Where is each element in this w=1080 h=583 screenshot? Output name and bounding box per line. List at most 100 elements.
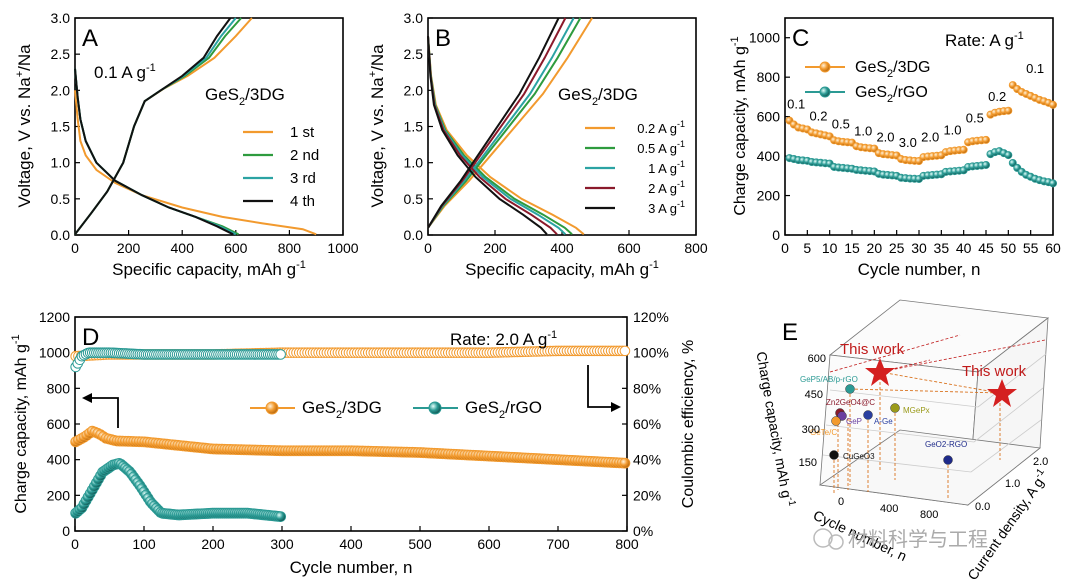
y-tick-label: 600: [757, 109, 781, 125]
left-axis-arrow-head: [82, 393, 92, 403]
material-point: [943, 455, 953, 465]
y-tick-label: 2.5: [51, 46, 71, 62]
panel-a-letter: A: [82, 25, 98, 52]
discharge-curve-5: [427, 36, 548, 235]
panel-a-rate: 0.1 A g-1: [94, 62, 156, 82]
watermark: 材料科学与工程: [813, 527, 988, 551]
rate-label: 0.1: [1026, 61, 1044, 76]
panel-d-y2-label: Coulombic efficiency, %: [680, 340, 697, 508]
legend-label: 1 A g-1: [648, 159, 685, 176]
panel-e-x-tick: 800: [920, 509, 938, 521]
legend-label: 2 nd: [290, 147, 319, 164]
y-tick-label: 1.5: [404, 119, 424, 135]
panel-a-y-label: Voltage, V vs. Na+/Na: [14, 44, 34, 208]
efficiency-point: [619, 345, 631, 357]
this-work-star-1: [865, 358, 895, 386]
material-label: GeP: [846, 417, 862, 426]
data-point: [982, 160, 991, 169]
rate-label: 0.2: [988, 89, 1006, 104]
panel-c-y-ticks: 0 200 400 600 800 1000: [749, 30, 790, 243]
panel-c-rate-labels: 0.1 0.2 0.5 1.0 2.0 3.0 2.0 1.0 0.5 0.2 0.1: [787, 61, 1044, 150]
x-tick-label: 0: [71, 536, 79, 552]
data-point: [982, 135, 991, 144]
material-label: GeP5/AB/p-rGO: [800, 375, 858, 384]
legend-label: 3 rd: [290, 170, 316, 187]
discharge-curve-3: [427, 36, 567, 236]
capacity-point: [275, 511, 287, 522]
y-tick-label: 1.0: [404, 155, 424, 171]
panel-d-points: [70, 345, 631, 522]
panel-d-y-ticks: 0 200 400 600 800 1000 1200: [39, 309, 80, 539]
y-tick-label: 0: [62, 523, 70, 539]
y-tick-label: 3.0: [404, 10, 424, 26]
data-point: [1049, 100, 1058, 109]
legend-label: GeS2/3DG: [855, 59, 930, 80]
this-work-label-1: This work: [840, 341, 905, 358]
panel-b-y-ticks: 0.0 0.5 1.0 1.5 2.0 2.5 3.0: [404, 10, 433, 243]
x-tick-label: 10: [822, 240, 838, 256]
panel-b-x-label: Specific capacity, mAh g-1: [465, 259, 659, 279]
material-label: GeO2-RGO: [925, 440, 967, 449]
legend-label: 1 st: [290, 124, 315, 141]
panel-a: 0 200 400 600 800 1000 0.00.51.01.52.02.53.0 …: [14, 10, 359, 279]
panel-c: 0 5 10 15 20 25 30 35 40 45 50 55 60 020040060080010…: [729, 17, 1061, 279]
data-point: [1004, 151, 1013, 160]
x-tick-label: 0: [781, 240, 789, 256]
y-tick-label: 800: [47, 380, 71, 396]
legend-marker: [265, 401, 279, 415]
y-tick-label: 600: [47, 416, 71, 432]
left-axis-arrow: [90, 397, 119, 428]
panel-d-y-label: Charge capacity, mAh g-1: [10, 334, 30, 513]
panel-e-y-tick: 2.0: [1033, 456, 1048, 468]
panel-a-title: GeS2/3DG: [205, 85, 285, 108]
x-tick-label: 600: [477, 536, 501, 552]
watermark-text: 材料科学与工程: [848, 527, 988, 551]
legend-marker: [819, 61, 831, 73]
capacity-point: [619, 457, 631, 469]
panel-d-legend: GeS2/3DG GeS2/rGO: [250, 398, 542, 421]
panel-c-x-label: Cycle number, n: [858, 260, 981, 279]
data-point: [959, 145, 968, 154]
panel-a-x-label: Specific capacity, mAh g-1: [112, 259, 306, 279]
panel-e-y-tick: 1.0: [1005, 478, 1020, 490]
panel-a-curves: [74, 17, 317, 236]
panel-e-box: [818, 299, 1050, 506]
y2-tick-label: 60%: [633, 416, 661, 432]
y-tick-label: 1000: [39, 345, 70, 361]
panel-e-x-tick: 400: [880, 503, 898, 515]
y2-tick-label: 20%: [633, 487, 661, 503]
legend-label: 4 th: [290, 193, 315, 210]
x-tick-label: 800: [615, 536, 639, 552]
legend-label: GeS2/rGO: [465, 398, 542, 421]
panel-b-title: GeS2/3DG: [558, 85, 638, 108]
discharge-curve-1: [74, 90, 317, 236]
y-tick-label: 0.0: [51, 227, 71, 243]
rate-label: 0.2: [809, 109, 827, 124]
right-axis-arrow: [587, 365, 612, 408]
material-point: [863, 410, 873, 420]
rate-label: 2.0: [921, 129, 939, 144]
panel-c-legend: GeS2/3DG GeS2/rGO: [805, 59, 930, 105]
discharge-curve-4: [74, 68, 234, 236]
y-tick-label: 3.0: [51, 10, 71, 26]
panel-e-z-ticks: 600 450 300 150: [799, 353, 826, 469]
x-tick-label: 500: [408, 536, 432, 552]
material-point: [829, 450, 839, 460]
y-tick-label: 400: [47, 452, 71, 468]
charge-curve-5: [427, 17, 560, 229]
y-tick-label: 1.5: [51, 119, 71, 135]
panel-d-letter: D: [82, 324, 99, 351]
x-tick-label: 400: [339, 536, 363, 552]
material-label: GeTe/C: [810, 428, 837, 437]
panel-c-y-label: Charge capacity, mAh g-1: [729, 36, 749, 215]
x-tick-label: 400: [171, 240, 195, 256]
discharge-curve-1: [427, 36, 585, 236]
rate-label: 1.0: [943, 122, 961, 137]
x-tick-label: 600: [617, 240, 641, 256]
x-tick-label: 0: [71, 240, 79, 256]
y2-tick-label: 40%: [633, 452, 661, 468]
y-tick-label: 400: [757, 148, 781, 164]
y-tick-label: 800: [757, 69, 781, 85]
legend-label: 0.2 A g-1: [637, 119, 685, 136]
